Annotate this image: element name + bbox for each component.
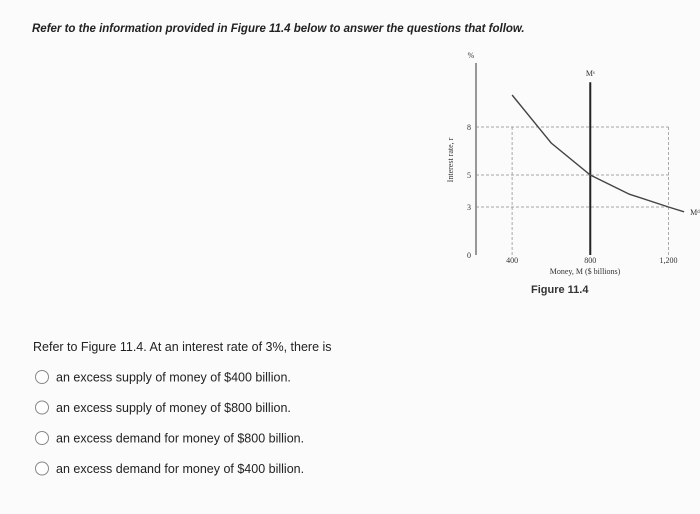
y-tick-label: 3 bbox=[467, 203, 471, 212]
line bbox=[511, 94, 685, 213]
x-tick-label: 400 bbox=[506, 256, 518, 265]
figure-caption: Figure 11.4 bbox=[531, 284, 589, 296]
question-text: Refer to Figure 11.4. At an interest rat… bbox=[33, 340, 332, 354]
options: an excess supply of money of $400 billio… bbox=[35, 370, 304, 476]
option-text[interactable]: an excess supply of money of $400 billio… bbox=[56, 371, 291, 385]
option-text[interactable]: an excess supply of money of $800 billio… bbox=[56, 401, 291, 415]
y-unit: % bbox=[468, 51, 475, 60]
legend-label: Mᵈ bbox=[690, 208, 700, 217]
radio-button[interactable] bbox=[35, 431, 49, 445]
radio-button[interactable] bbox=[35, 400, 49, 415]
x-tick-label: 1,200 bbox=[659, 256, 677, 265]
y-tick-label: 0 bbox=[467, 251, 471, 260]
radio-button[interactable] bbox=[35, 461, 49, 476]
y-tick-label: 5 bbox=[467, 171, 471, 180]
radio-button[interactable] bbox=[35, 370, 49, 384]
option-text[interactable]: an excess demand for money of $400 billi… bbox=[56, 462, 304, 476]
y-tick-label: 8 bbox=[467, 123, 471, 132]
x-axis-label: Money, M ($ billions) bbox=[550, 267, 621, 276]
y-axis-label: Interest rate, r bbox=[446, 137, 455, 182]
header-title: Refer to the information provided in Fig… bbox=[32, 23, 525, 35]
legend-label: Mˢ bbox=[586, 69, 595, 78]
option-text[interactable]: an excess demand for money of $800 billi… bbox=[56, 432, 304, 446]
x-tick-label: 800 bbox=[584, 256, 596, 265]
